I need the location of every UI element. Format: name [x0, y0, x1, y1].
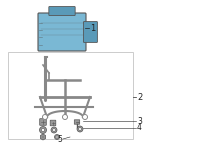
- FancyBboxPatch shape: [38, 13, 86, 51]
- Circle shape: [83, 115, 88, 120]
- FancyBboxPatch shape: [74, 120, 80, 124]
- Polygon shape: [40, 134, 46, 140]
- Circle shape: [56, 136, 58, 138]
- Circle shape: [42, 115, 48, 120]
- Circle shape: [54, 135, 60, 140]
- Circle shape: [62, 115, 68, 120]
- FancyBboxPatch shape: [84, 22, 97, 42]
- Text: 5: 5: [57, 135, 62, 143]
- Circle shape: [40, 127, 46, 133]
- Text: 1: 1: [90, 24, 95, 32]
- FancyBboxPatch shape: [50, 120, 56, 126]
- FancyBboxPatch shape: [49, 7, 75, 15]
- Text: 4: 4: [137, 123, 142, 132]
- Text: 2: 2: [137, 92, 142, 101]
- Text: 3: 3: [137, 117, 142, 126]
- FancyBboxPatch shape: [40, 119, 46, 125]
- Bar: [8, 52, 133, 139]
- Circle shape: [79, 128, 81, 130]
- Circle shape: [41, 128, 45, 132]
- Circle shape: [77, 126, 83, 132]
- Circle shape: [51, 127, 57, 133]
- Circle shape: [53, 129, 55, 131]
- Circle shape: [42, 136, 44, 138]
